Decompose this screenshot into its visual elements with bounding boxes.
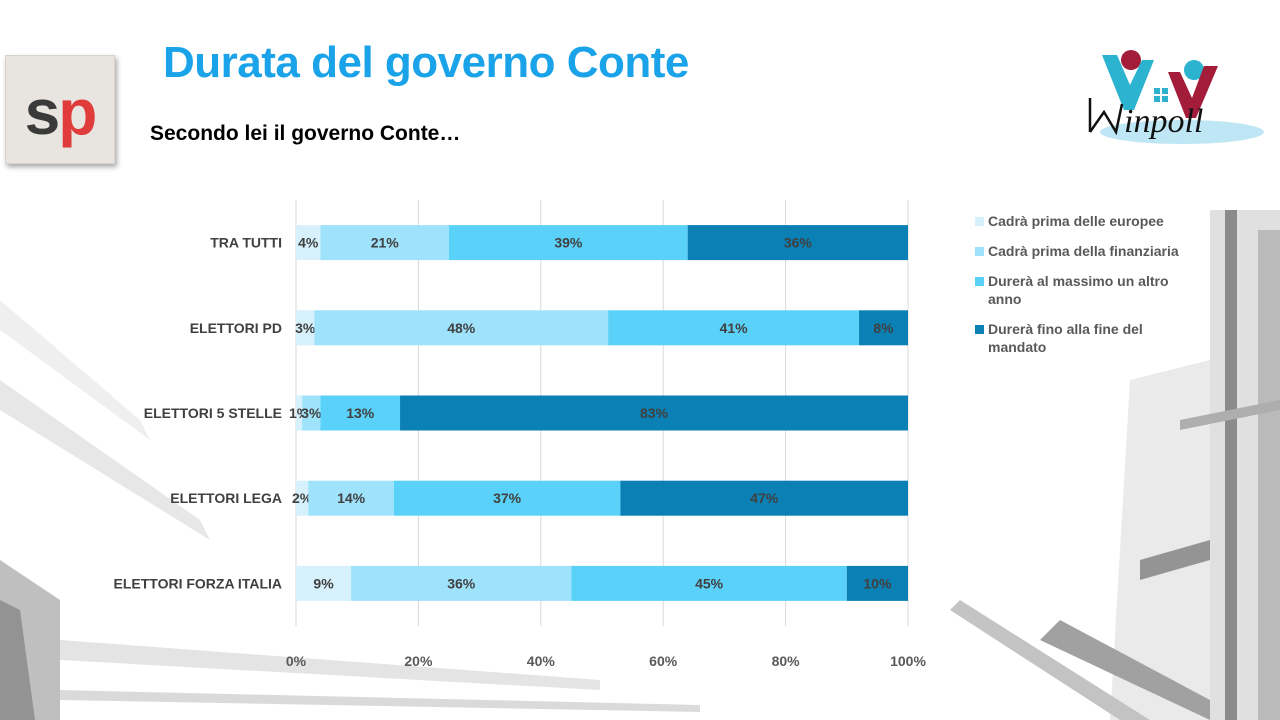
winpoll-logo: inpoll xyxy=(1072,0,1280,210)
svg-text:inpoll: inpoll xyxy=(1124,103,1203,140)
bar-segment xyxy=(308,480,394,516)
bar-segment xyxy=(687,225,908,261)
data-label: 36% xyxy=(784,235,813,251)
legend-label: Durerà fino alla fine del mandato xyxy=(988,321,1143,355)
bar-segment xyxy=(571,565,847,601)
sp-logo-mark: sp xyxy=(25,76,98,148)
legend-item: Cadrà prima della finanziaria xyxy=(975,242,1205,260)
category-label: ELETTORI FORZA ITALIA xyxy=(113,575,282,591)
data-label: 8% xyxy=(873,320,894,336)
data-label: 47% xyxy=(750,490,779,506)
x-tick-label: 40% xyxy=(527,653,556,669)
x-tick-label: 60% xyxy=(649,653,678,669)
data-label: 13% xyxy=(346,405,375,421)
sp-logo: sp xyxy=(5,55,115,164)
data-label: 10% xyxy=(863,575,892,591)
x-tick-label: 100% xyxy=(890,653,926,669)
data-label: 45% xyxy=(695,575,724,591)
category-label: ELETTORI LEGA xyxy=(170,490,282,506)
legend-swatch xyxy=(975,325,984,334)
data-label: 3% xyxy=(295,320,316,336)
x-tick-label: 80% xyxy=(772,653,801,669)
svg-text:sp: sp xyxy=(25,76,96,148)
page-title: Durata del governo Conte xyxy=(163,38,689,87)
data-label: 37% xyxy=(493,490,522,506)
bar-segment xyxy=(302,395,321,431)
bar-segment xyxy=(320,225,449,261)
x-tick-label: 0% xyxy=(286,653,307,669)
page-subtitle: Secondo lei il governo Conte… xyxy=(150,122,461,145)
legend-label: Durerà al massimo un altro anno xyxy=(988,273,1169,307)
chart-legend: Cadrà prima delle europee Cadrà prima del… xyxy=(975,212,1205,368)
data-label: 48% xyxy=(447,320,476,336)
bar-segment xyxy=(320,395,401,431)
bar-segment xyxy=(449,225,688,261)
bar-segment xyxy=(608,310,860,346)
data-label: 21% xyxy=(371,235,400,251)
legend-swatch xyxy=(975,277,984,286)
bar-segment xyxy=(846,565,908,601)
bar-segment xyxy=(393,480,621,516)
legend-item: Durerà fino alla fine del mandato xyxy=(975,320,1205,356)
data-label: 9% xyxy=(313,575,334,591)
bar-segment xyxy=(400,395,908,431)
legend-item: Cadrà prima delle europee xyxy=(975,212,1205,230)
data-label: 4% xyxy=(298,235,319,251)
legend-swatch xyxy=(975,247,984,256)
bar-segment xyxy=(859,310,908,346)
legend-swatch xyxy=(975,217,984,226)
data-label: 83% xyxy=(640,405,669,421)
data-label: 36% xyxy=(447,575,476,591)
data-label: 2% xyxy=(292,490,313,506)
bar-segment xyxy=(314,310,609,346)
legend-label: Cadrà prima delle europee xyxy=(988,213,1164,229)
category-label: TRA TUTTI xyxy=(210,235,282,251)
category-label: ELETTORI PD xyxy=(190,320,282,336)
data-label: 3% xyxy=(301,405,322,421)
bar-segment xyxy=(296,565,352,601)
data-label: 39% xyxy=(554,235,583,251)
legend-label: Cadrà prima della finanziaria xyxy=(988,243,1179,259)
bar-segment xyxy=(351,565,572,601)
category-label: ELETTORI 5 STELLE xyxy=(144,405,282,421)
winpoll-logo-mark: inpoll xyxy=(1088,50,1264,144)
bar-segment xyxy=(296,310,315,346)
data-label: 41% xyxy=(720,320,749,336)
bar-segment xyxy=(296,395,303,431)
data-label: 14% xyxy=(337,490,366,506)
legend-item: Durerà al massimo un altro anno xyxy=(975,272,1205,308)
bar-segment xyxy=(296,225,321,261)
bar-segment xyxy=(620,480,908,516)
x-tick-label: 20% xyxy=(404,653,433,669)
bar-segment xyxy=(296,480,309,516)
